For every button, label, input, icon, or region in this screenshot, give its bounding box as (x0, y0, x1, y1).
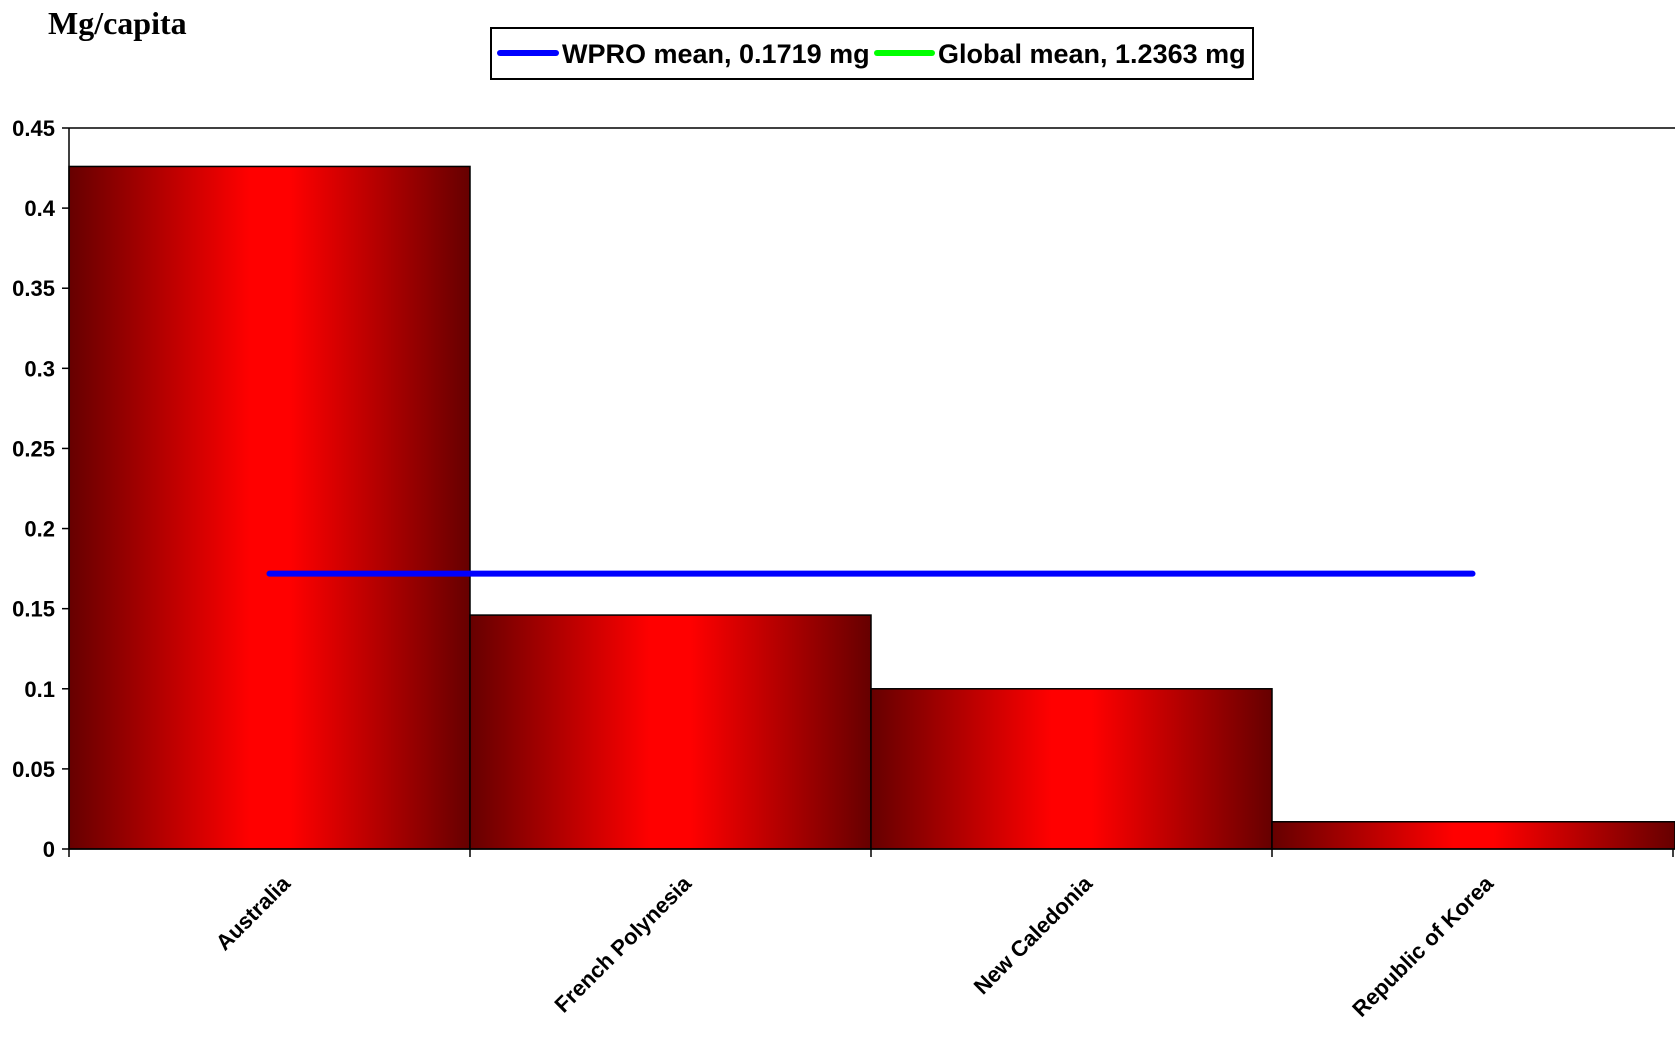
y-axis: 0 0.05 0.1 0.15 0.2 0.25 0.3 0.35 0.4 0.45 (12, 116, 1675, 862)
x-axis: Australia French Polynesia New Caledonia Re… (68, 848, 1675, 1022)
y-tick-label: 0.15 (12, 597, 55, 622)
bar-republic-of-korea (1271, 821, 1675, 850)
y-tick-label: 0.05 (12, 757, 55, 782)
y-tick-label: 0.35 (12, 276, 55, 301)
legend-label-global: Global mean, 1.2363 mg (938, 39, 1246, 69)
bar-french-polynesia (469, 614, 872, 850)
y-tick-label: 0.4 (24, 196, 55, 221)
legend-label-wpro: WPRO mean, 0.1719 mg (562, 39, 870, 69)
y-tick-label: 0 (43, 837, 55, 862)
x-tick-label-new-caledonia: New Caledonia (969, 870, 1098, 999)
bars-group (68, 165, 1675, 850)
y-tick-label: 0.3 (24, 356, 55, 381)
y-tick-label: 0.2 (24, 517, 55, 542)
bar-australia (68, 165, 471, 850)
y-tick-label: 0.25 (12, 436, 55, 461)
legend-box (490, 27, 1254, 80)
y-tick-label: 0.45 (12, 116, 55, 141)
y-tick-label: 0.1 (24, 677, 55, 702)
x-tick-label-republic-of-korea: Republic of Korea (1347, 870, 1498, 1021)
x-tick-label-french-polynesia: French Polynesia (550, 870, 697, 1017)
bar-new-caledonia (870, 688, 1273, 850)
x-tick-label-australia: Australia (211, 870, 296, 955)
y-unit-label: Mg/capita (48, 5, 187, 41)
legend: WPRO mean, 0.1719 mg Global mean, 1.2363… (490, 27, 1254, 80)
